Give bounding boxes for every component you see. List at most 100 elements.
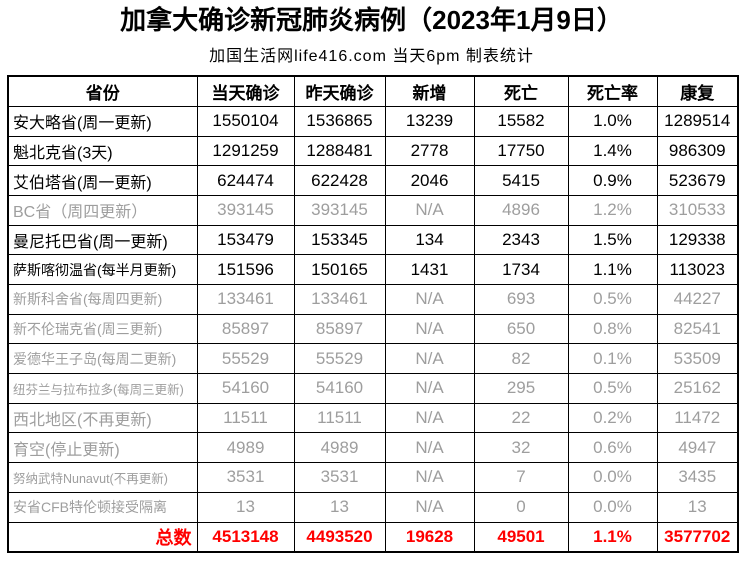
death-rate-cell: 0.5% bbox=[567, 284, 658, 315]
table-row: 萨斯喀彻温省(每半月更新) 151596 150165 1431 1734 1.1% 113… bbox=[7, 254, 739, 285]
deaths-cell: 2343 bbox=[473, 224, 569, 256]
today-cell: 151596 bbox=[196, 254, 295, 285]
table-row: 西北地区(不再更新) 11511 11511 N/A 22 0.2% 11472 bbox=[7, 402, 739, 434]
today-cell: 54160 bbox=[196, 373, 295, 404]
col-header-province: 省份 bbox=[7, 75, 198, 107]
recovered-cell: 310533 bbox=[656, 194, 739, 226]
death-rate-cell: 0.0% bbox=[567, 462, 658, 493]
death-rate-cell: 0.2% bbox=[567, 402, 658, 434]
table-row: 新不伦瑞克省(周三更新) 85897 85897 N/A 650 0.8% 82541 bbox=[7, 313, 739, 345]
new-cases-cell: 13239 bbox=[384, 105, 475, 137]
total-deaths-cell: 49501 bbox=[473, 521, 569, 553]
new-cases-cell: N/A bbox=[384, 373, 475, 404]
new-cases-cell: N/A bbox=[384, 194, 475, 226]
table-row: 艾伯塔省(周一更新) 624474 622428 2046 5415 0.9% 523679 bbox=[7, 165, 739, 196]
col-header-recovered: 康复 bbox=[656, 75, 739, 107]
yesterday-cell: 4989 bbox=[293, 432, 386, 464]
province-cell: 新斯科舍省(每周四更新) bbox=[7, 284, 198, 315]
province-cell: 安大略省(周一更新) bbox=[7, 105, 198, 137]
recovered-cell: 25162 bbox=[656, 373, 739, 404]
province-cell: 艾伯塔省(周一更新) bbox=[7, 165, 198, 196]
col-header-death-rate: 死亡率 bbox=[567, 75, 658, 107]
deaths-cell: 22 bbox=[473, 402, 569, 434]
death-rate-cell: 1.5% bbox=[567, 224, 658, 256]
today-cell: 393145 bbox=[196, 194, 295, 226]
new-cases-cell: 134 bbox=[384, 224, 475, 256]
death-rate-cell: 0.8% bbox=[567, 313, 658, 345]
total-row: 总数 4513148 4493520 19628 49501 1.1% 3577… bbox=[7, 521, 739, 553]
yesterday-cell: 11511 bbox=[293, 402, 386, 434]
yesterday-cell: 1288481 bbox=[293, 135, 386, 167]
table-row: 新斯科舍省(每周四更新) 133461 133461 N/A 693 0.5% 44227 bbox=[7, 284, 739, 315]
deaths-cell: 295 bbox=[473, 373, 569, 404]
today-cell: 85897 bbox=[196, 313, 295, 345]
deaths-cell: 82 bbox=[473, 343, 569, 375]
new-cases-cell: N/A bbox=[384, 462, 475, 493]
deaths-cell: 693 bbox=[473, 284, 569, 315]
header-row: 省份 当天确诊 昨天确诊 新增 死亡 死亡率 康复 bbox=[7, 75, 739, 107]
page-title: 加拿大确诊新冠肺炎病例（2023年1月9日） bbox=[120, 5, 623, 35]
table-body: 安大略省(周一更新) 1550104 1536865 13239 15582 1.0% 12… bbox=[7, 105, 739, 523]
death-rate-cell: 1.4% bbox=[567, 135, 658, 167]
yesterday-cell: 150165 bbox=[293, 254, 386, 285]
deaths-cell: 0 bbox=[473, 491, 569, 523]
col-header-new: 新增 bbox=[384, 75, 475, 107]
table-row: 育空(停止更新) 4989 4989 N/A 32 0.6% 4947 bbox=[7, 432, 739, 464]
death-rate-cell: 0.6% bbox=[567, 432, 658, 464]
province-cell: 西北地区(不再更新) bbox=[7, 402, 198, 434]
table-row: 努纳武特Nunavut(不再更新) 3531 3531 N/A 7 0.0% 3435 bbox=[7, 462, 739, 493]
total-recovered-cell: 3577702 bbox=[656, 521, 739, 553]
page-subtitle: 加国生活网life416.com 当天6pm 制表统计 bbox=[209, 48, 534, 66]
table-row: 纽芬兰与拉布拉多(每周三更新) 54160 54160 N/A 295 0.5% 25162 bbox=[7, 373, 739, 404]
deaths-cell: 32 bbox=[473, 432, 569, 464]
today-cell: 133461 bbox=[196, 284, 295, 315]
col-header-yesterday: 昨天确诊 bbox=[293, 75, 386, 107]
table-row: BC省（周四更新） 393145 393145 N/A 4896 1.2% 310533 bbox=[7, 194, 739, 226]
new-cases-cell: N/A bbox=[384, 402, 475, 434]
yesterday-cell: 3531 bbox=[293, 462, 386, 493]
recovered-cell: 986309 bbox=[656, 135, 739, 167]
total-yesterday-cell: 4493520 bbox=[293, 521, 386, 553]
deaths-cell: 4896 bbox=[473, 194, 569, 226]
province-cell: 安省CFB特伦顿接受隔离 bbox=[7, 491, 198, 523]
province-cell: 萨斯喀彻温省(每半月更新) bbox=[7, 254, 198, 285]
today-cell: 1550104 bbox=[196, 105, 295, 137]
yesterday-cell: 393145 bbox=[293, 194, 386, 226]
yesterday-cell: 1536865 bbox=[293, 105, 386, 137]
recovered-cell: 53509 bbox=[656, 343, 739, 375]
recovered-cell: 3435 bbox=[656, 462, 739, 493]
death-rate-cell: 0.0% bbox=[567, 491, 658, 523]
total-label: 总数 bbox=[7, 521, 198, 553]
total-death-rate-cell: 1.1% bbox=[567, 521, 658, 553]
death-rate-cell: 0.9% bbox=[567, 165, 658, 196]
deaths-cell: 5415 bbox=[473, 165, 569, 196]
new-cases-cell: 1431 bbox=[384, 254, 475, 285]
new-cases-cell: 2778 bbox=[384, 135, 475, 167]
total-today-cell: 4513148 bbox=[196, 521, 295, 553]
recovered-cell: 82541 bbox=[656, 313, 739, 345]
province-cell: 育空(停止更新) bbox=[7, 432, 198, 464]
deaths-cell: 7 bbox=[473, 462, 569, 493]
death-rate-cell: 0.1% bbox=[567, 343, 658, 375]
new-cases-cell: N/A bbox=[384, 343, 475, 375]
col-header-today: 当天确诊 bbox=[196, 75, 295, 107]
death-rate-cell: 1.1% bbox=[567, 254, 658, 285]
province-cell: 努纳武特Nunavut(不再更新) bbox=[7, 462, 198, 493]
total-new-cell: 19628 bbox=[384, 521, 475, 553]
deaths-cell: 15582 bbox=[473, 105, 569, 137]
table-row: 爱德华王子岛(每周二更新) 55529 55529 N/A 82 0.1% 53509 bbox=[7, 343, 739, 375]
table-row: 安省CFB特伦顿接受隔离 13 13 N/A 0 0.0% 13 bbox=[7, 491, 739, 523]
yesterday-cell: 55529 bbox=[293, 343, 386, 375]
table-row: 魁北克省(3天) 1291259 1288481 2778 17750 1.4% 98630… bbox=[7, 135, 739, 167]
deaths-cell: 1734 bbox=[473, 254, 569, 285]
table-row: 安大略省(周一更新) 1550104 1536865 13239 15582 1.0% 12… bbox=[7, 105, 739, 137]
today-cell: 4989 bbox=[196, 432, 295, 464]
yesterday-cell: 622428 bbox=[293, 165, 386, 196]
page: 加拿大确诊新冠肺炎病例（2023年1月9日） 加国生活网life416.com … bbox=[0, 5, 743, 554]
yesterday-cell: 85897 bbox=[293, 313, 386, 345]
yesterday-cell: 13 bbox=[293, 491, 386, 523]
today-cell: 3531 bbox=[196, 462, 295, 493]
covid-table: 省份 当天确诊 昨天确诊 新增 死亡 死亡率 康复 安大略省(周一更新) 1550… bbox=[7, 75, 739, 554]
recovered-cell: 1289514 bbox=[656, 105, 739, 137]
province-cell: BC省（周四更新） bbox=[7, 194, 198, 226]
